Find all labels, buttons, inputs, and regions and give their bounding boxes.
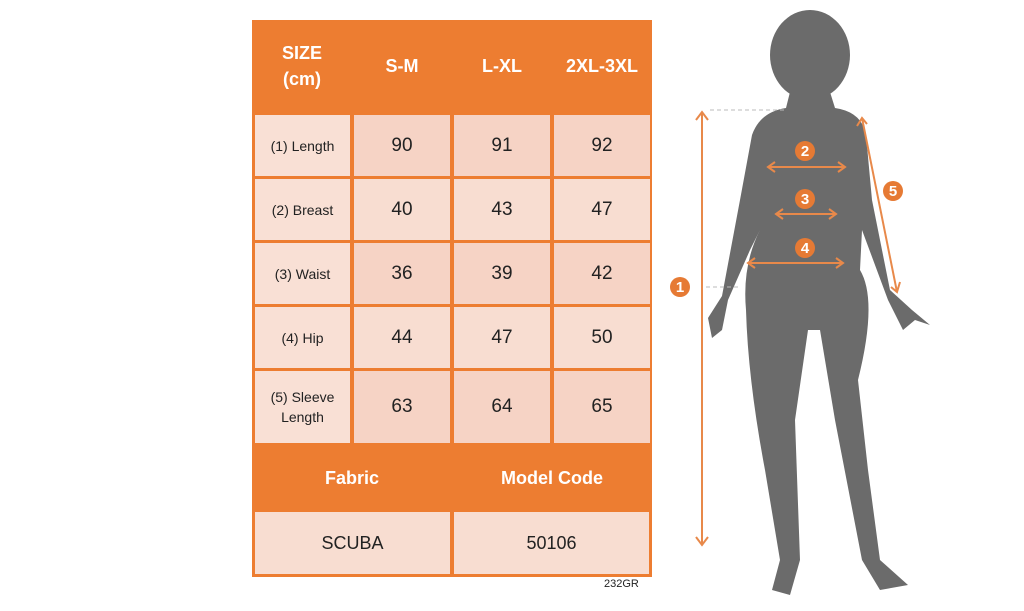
model-code-value: 50106	[454, 512, 649, 574]
size-chart-table: SIZE (cm) S-M L-XL 2XL-3XL (1) Length 90 9…	[252, 20, 652, 577]
marker-1: 1	[676, 279, 684, 296]
row-label: (5) Sleeve Length	[255, 371, 350, 443]
row-value: 47	[454, 307, 550, 368]
row-value: 40	[354, 179, 450, 240]
marker-3: 3	[801, 191, 809, 208]
row-value: 64	[454, 371, 550, 443]
row-value: 43	[454, 179, 550, 240]
product-code: 232GR	[604, 578, 639, 590]
row-value: 47	[554, 179, 650, 240]
fabric-header: Fabric	[324, 468, 380, 488]
marker-5: 5	[889, 183, 897, 200]
row-value: 39	[454, 243, 550, 304]
model-code-header: Model Code	[501, 468, 603, 488]
row-value: 91	[454, 115, 550, 176]
header-size-2xl-3xl: 2XL-3XL	[565, 55, 639, 76]
header-size-s-m: S-M	[385, 55, 419, 76]
marker-4: 4	[801, 240, 810, 257]
row-value: 90	[354, 115, 450, 176]
measure-markers: 1 2 3 4 5	[670, 141, 903, 297]
measure-lines	[695, 109, 901, 547]
row-label: (1) Length	[255, 115, 350, 176]
row-label: (2) Breast	[255, 179, 350, 240]
row-value: 65	[554, 371, 650, 443]
fabric-value: SCUBA	[255, 512, 450, 574]
row-value: 92	[554, 115, 650, 176]
row-value: 50	[554, 307, 650, 368]
row-value: 63	[354, 371, 450, 443]
marker-2: 2	[801, 143, 809, 160]
row-label: (4) Hip	[255, 307, 350, 368]
silhouette	[708, 10, 930, 595]
header-size-label: SIZE (cm)	[252, 20, 352, 112]
row-value: 44	[354, 307, 450, 368]
row-value: 36	[354, 243, 450, 304]
size-label-text: SIZE (cm)	[281, 43, 322, 89]
header-size-l-xl: L-XL	[482, 55, 522, 76]
row-value: 42	[554, 243, 650, 304]
row-label: (3) Waist	[255, 243, 350, 304]
